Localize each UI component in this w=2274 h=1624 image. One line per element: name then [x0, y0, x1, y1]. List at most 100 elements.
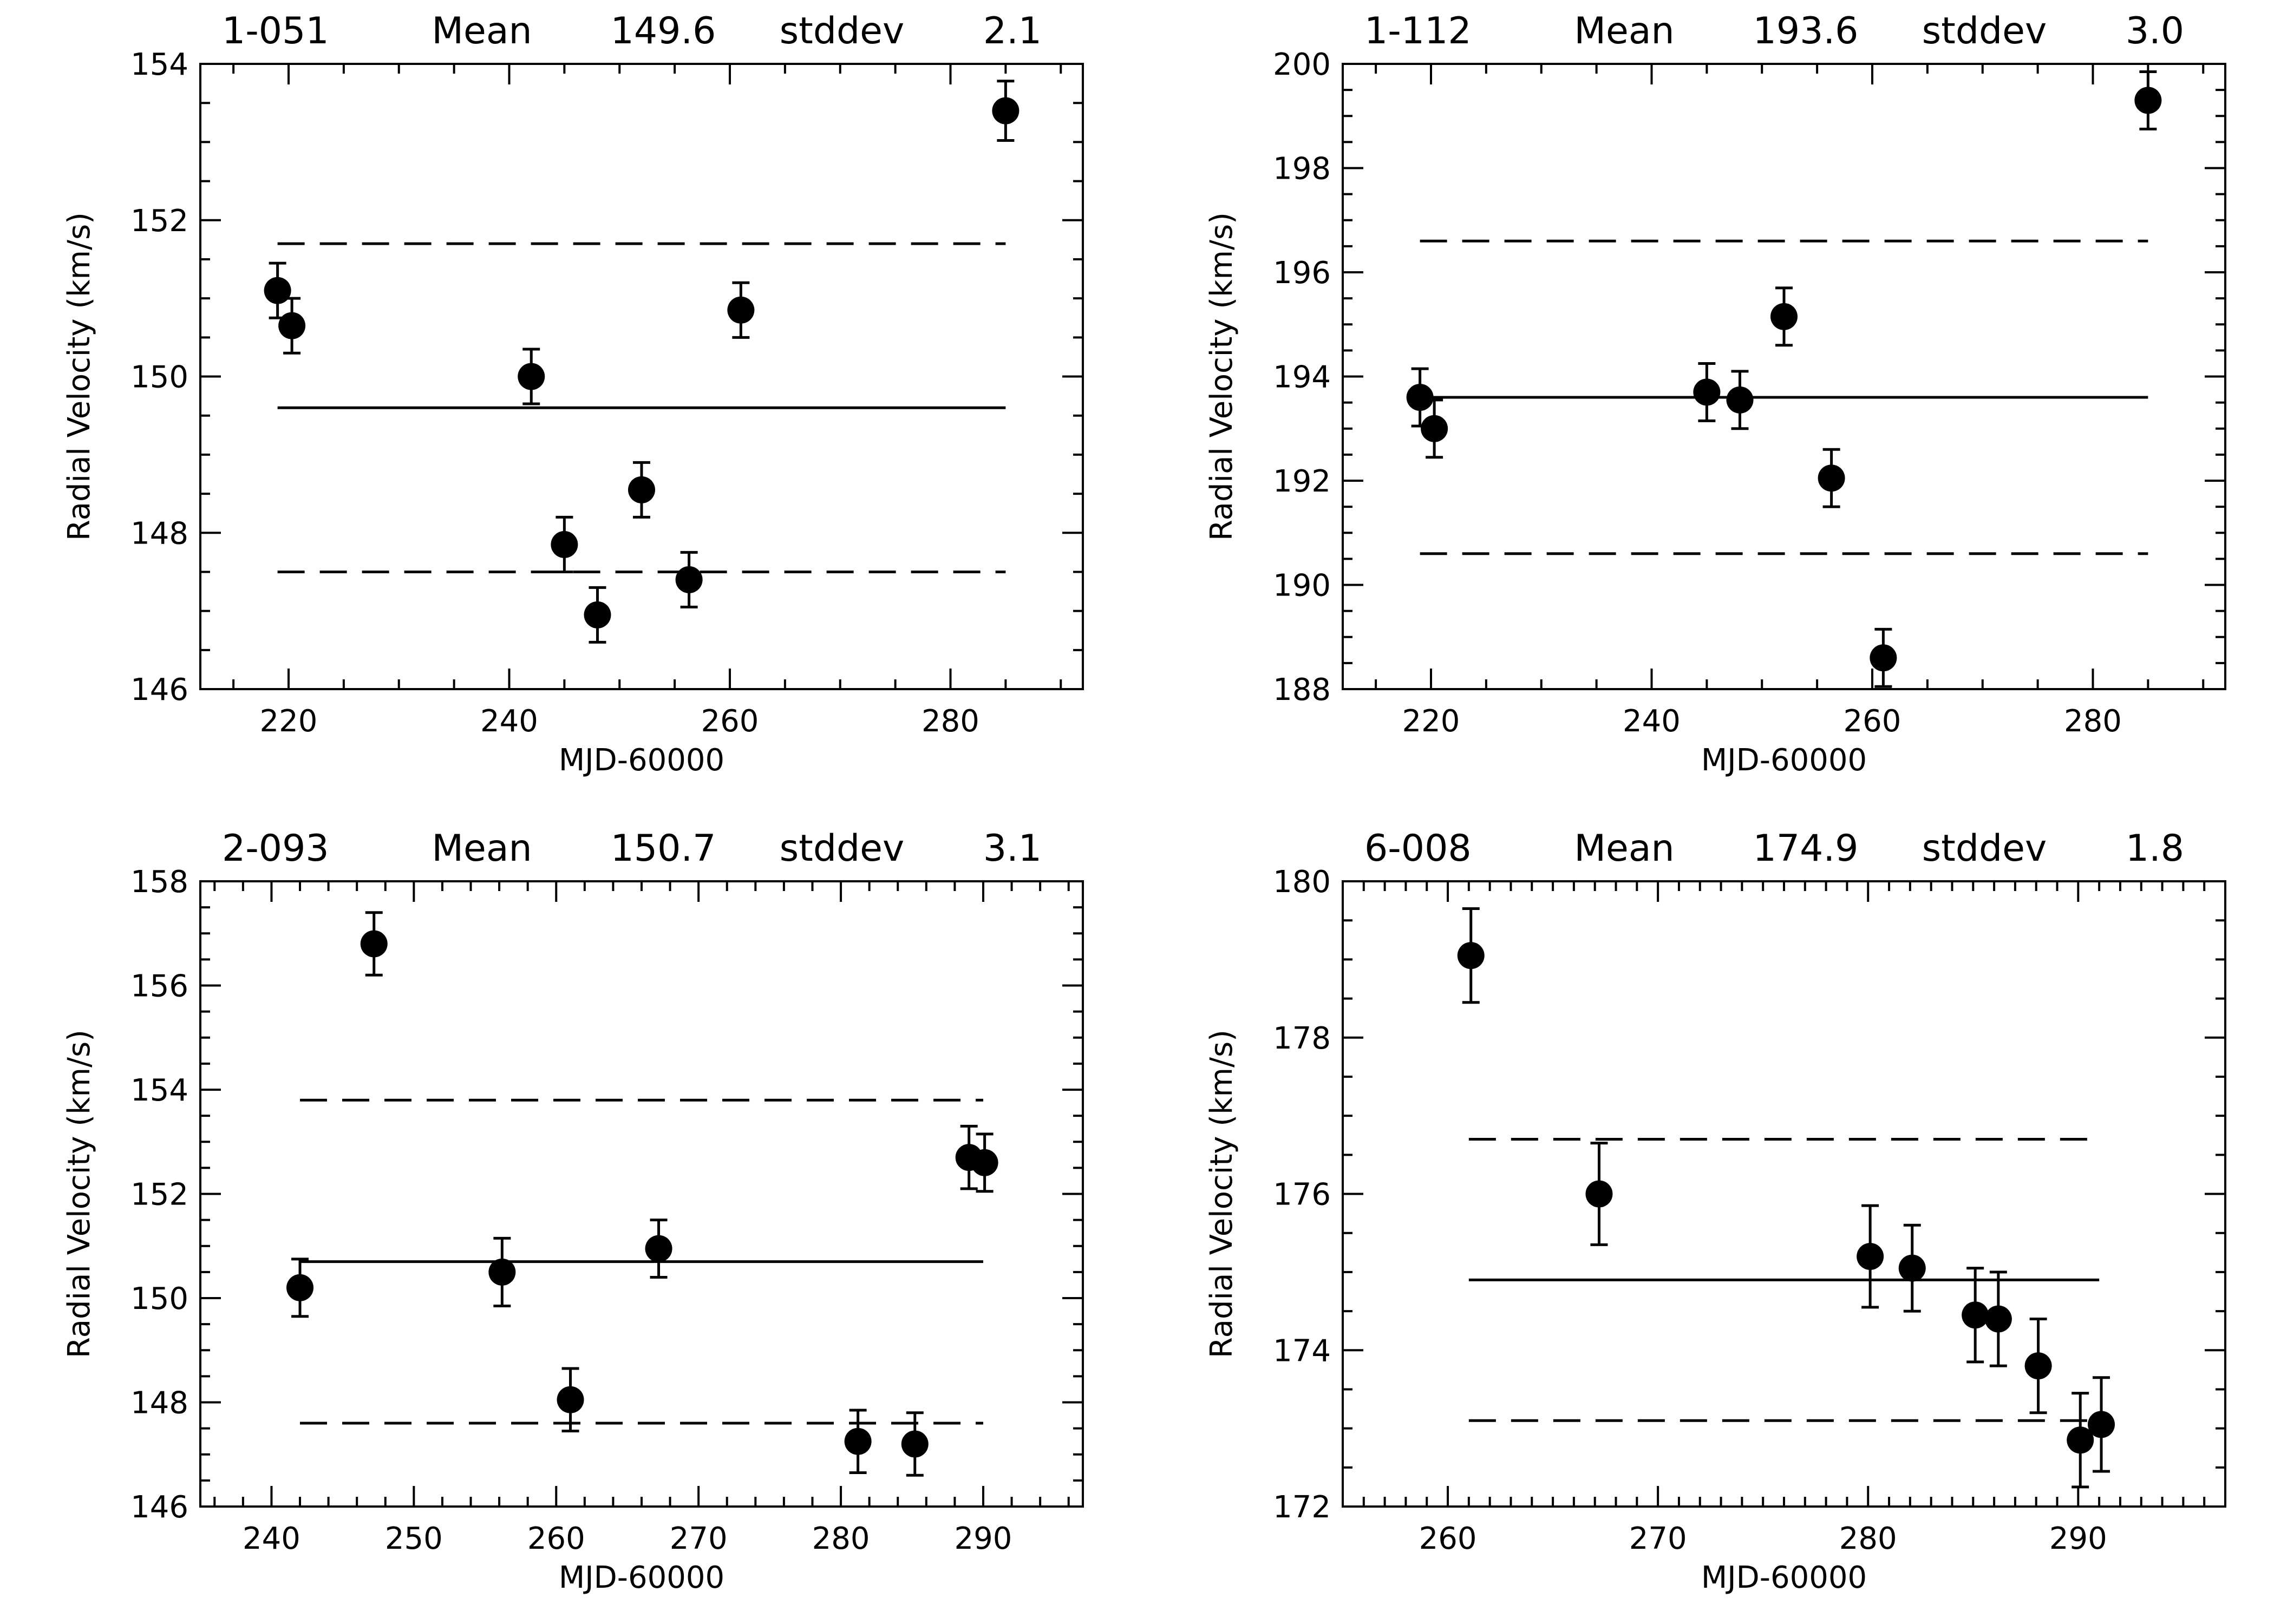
data-marker: [901, 1430, 929, 1458]
data-marker: [1693, 378, 1721, 406]
y-tick-label: 196: [1273, 256, 1331, 291]
data-point: [2134, 70, 2162, 130]
data-point: [1818, 448, 1845, 508]
data-marker: [2024, 1352, 2052, 1380]
data-point: [278, 297, 306, 355]
y-tick-label: 152: [130, 1177, 188, 1213]
y-tick-label: 188: [1273, 672, 1331, 708]
x-tick-label: 260: [1419, 1521, 1477, 1556]
data-point: [557, 1367, 584, 1432]
data-point: [1726, 370, 1754, 430]
data-point: [901, 1411, 929, 1477]
data-point: [286, 1258, 314, 1318]
data-marker: [645, 1235, 672, 1262]
y-tick-label: 154: [130, 47, 188, 82]
title-stddev-label: stddev: [1922, 827, 2047, 870]
data-marker: [1962, 1301, 1989, 1329]
x-axis-label: MJD-60000: [559, 743, 724, 778]
data-marker: [1818, 464, 1845, 492]
data-point: [1406, 367, 1434, 428]
x-tick-label: 280: [922, 704, 979, 739]
title-mean-label: Mean: [1574, 10, 1674, 53]
title-stddev-value: 3.1: [983, 827, 1042, 870]
plot-frame: [1342, 63, 2226, 690]
title-id: 6-008: [1364, 827, 1472, 870]
title-stddev-label: stddev: [780, 827, 905, 870]
x-tick-label: 240: [1623, 704, 1681, 739]
data-marker: [2088, 1411, 2115, 1438]
title-mean-label: Mean: [432, 827, 532, 870]
data-point: [584, 586, 611, 644]
data-marker: [1898, 1254, 1926, 1282]
data-marker: [557, 1386, 584, 1413]
data-point: [727, 281, 755, 339]
x-axis-label: MJD-60000: [1701, 743, 1867, 778]
y-tick-label: 156: [130, 969, 188, 1004]
y-tick-label: 152: [130, 204, 188, 239]
panel-1-051: 1-051 Mean 149.6 stddev 2.1 220 240 260 280 146 14…: [62, 10, 1084, 778]
data-point: [1962, 1267, 1989, 1364]
title-mean-label: Mean: [1574, 827, 1674, 870]
data-marker: [286, 1274, 314, 1301]
data-marker: [488, 1258, 516, 1286]
data-marker: [628, 476, 655, 503]
data-point: [1870, 627, 1897, 688]
title-stddev-value: 3.0: [2126, 10, 2184, 53]
y-tick-label: 198: [1273, 152, 1331, 187]
title-mean-value: 193.6: [1753, 10, 1859, 53]
data-point: [992, 80, 1020, 142]
data-marker: [992, 97, 1020, 125]
title-id: 2-093: [222, 827, 329, 870]
plot-frame: [199, 880, 1084, 1508]
x-axis-label: MJD-60000: [1701, 1560, 1867, 1595]
y-tick-label: 150: [130, 1281, 188, 1317]
y-axis-label: Radial Velocity (km/s): [1204, 212, 1239, 541]
data-point: [971, 1132, 998, 1193]
x-tick-label: 280: [812, 1521, 870, 1556]
data-marker: [1984, 1305, 2012, 1333]
data-point: [2024, 1318, 2052, 1415]
data-marker: [1406, 384, 1434, 411]
x-tick-label: 220: [260, 704, 318, 739]
x-tick-label: 280: [2064, 704, 2122, 739]
data-point: [2088, 1376, 2115, 1473]
data-marker: [844, 1427, 872, 1455]
data-point: [1421, 398, 1448, 459]
x-tick-label: 260: [527, 1521, 585, 1556]
data-point: [844, 1409, 872, 1474]
x-tick-label: 290: [2049, 1521, 2107, 1556]
data-marker: [727, 296, 755, 324]
y-axis-label: Radial Velocity (km/s): [62, 212, 97, 541]
x-tick-label: 250: [385, 1521, 443, 1556]
data-point: [675, 551, 703, 608]
data-marker: [971, 1149, 998, 1176]
x-tick-label: 260: [701, 704, 759, 739]
data-point: [1457, 907, 1485, 1004]
y-tick-label: 146: [130, 672, 188, 708]
data-point: [1984, 1271, 2012, 1367]
y-tick-label: 178: [1273, 1021, 1331, 1056]
title-mean-value: 149.6: [611, 10, 716, 53]
data-point: [360, 911, 388, 977]
data-marker: [1770, 303, 1798, 330]
y-tick-label: 176: [1273, 1177, 1331, 1213]
data-point: [628, 461, 655, 519]
data-marker: [1870, 644, 1897, 672]
data-marker: [360, 930, 388, 958]
y-tick-label: 146: [130, 1490, 188, 1525]
data-marker: [2134, 87, 2162, 114]
title-stddev-label: stddev: [1922, 10, 2047, 53]
title-mean-value: 174.9: [1753, 827, 1859, 870]
data-marker: [1726, 386, 1754, 414]
data-point: [1898, 1223, 1926, 1313]
x-axis-label: MJD-60000: [559, 1560, 724, 1595]
y-tick-label: 158: [130, 865, 188, 900]
data-marker: [278, 312, 306, 339]
data-marker: [584, 601, 611, 628]
y-axis-label: Radial Velocity (km/s): [1204, 1030, 1239, 1358]
plot-frame: [1342, 880, 2226, 1508]
x-tick-label: 240: [243, 1521, 300, 1556]
y-tick-label: 148: [130, 1386, 188, 1421]
data-point: [1770, 286, 1798, 347]
